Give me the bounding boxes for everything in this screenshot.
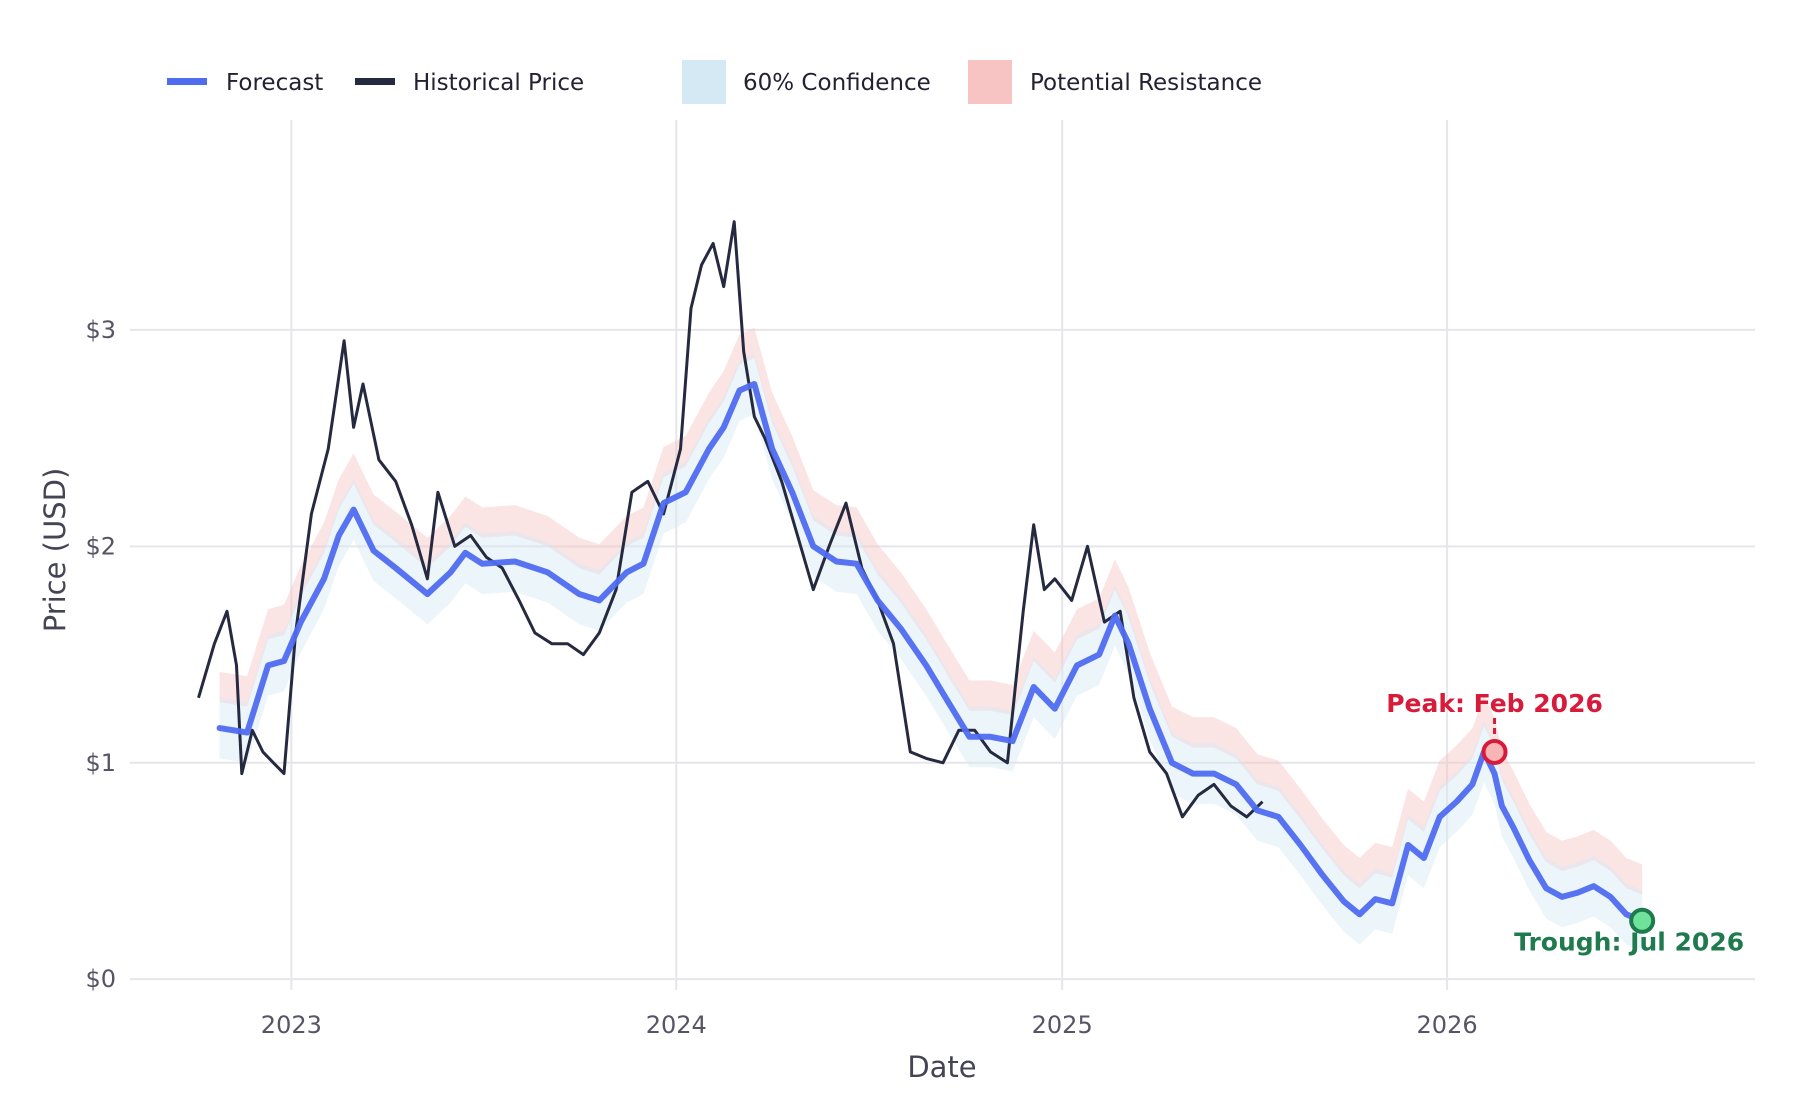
x-tick-label: 2024 <box>646 1011 707 1039</box>
legend-confidence-label: 60% Confidence <box>743 70 931 96</box>
legend-forecast-swatch <box>167 78 207 85</box>
grid <box>130 120 1755 990</box>
y-tick-label: $0 <box>85 965 116 993</box>
y-tick-label: $3 <box>85 316 116 344</box>
legend-resistance-swatch <box>968 60 1012 104</box>
trough-marker <box>1629 907 1656 934</box>
peak-label: Peak: Feb 2026 <box>1386 689 1603 718</box>
historical-price-line <box>197 220 1264 819</box>
confidence-band <box>219 353 1643 951</box>
legend-forecast-label: Forecast <box>226 70 323 96</box>
forecast-line <box>216 381 1646 924</box>
peak-marker <box>1481 738 1508 765</box>
legend-confidence-swatch <box>682 60 726 104</box>
legend-historical-swatch <box>355 78 395 85</box>
legend-historical-label: Historical Price <box>413 70 584 96</box>
y-tick-label: $2 <box>85 532 116 560</box>
x-tick-label: 2026 <box>1417 1011 1478 1039</box>
ticks: $0 $1 $2 $3 2023 2024 2025 2026 <box>85 316 1477 1039</box>
y-tick-label: $1 <box>85 749 116 777</box>
bands <box>219 327 1643 951</box>
trough-label: Trough: Jul 2026 <box>1514 928 1744 957</box>
annotations: Peak: Feb 2026 Trough: Jul 2026 <box>1386 689 1744 957</box>
x-axis-title: Date <box>907 1050 976 1084</box>
lines <box>197 220 1646 924</box>
y-axis-title: Price (USD) <box>38 468 72 633</box>
legend-resistance-label: Potential Resistance <box>1030 70 1262 96</box>
x-tick-label: 2025 <box>1032 1011 1093 1039</box>
x-tick-label: 2023 <box>261 1011 322 1039</box>
legend: Forecast Historical Price 60% Confidence… <box>167 60 1262 104</box>
